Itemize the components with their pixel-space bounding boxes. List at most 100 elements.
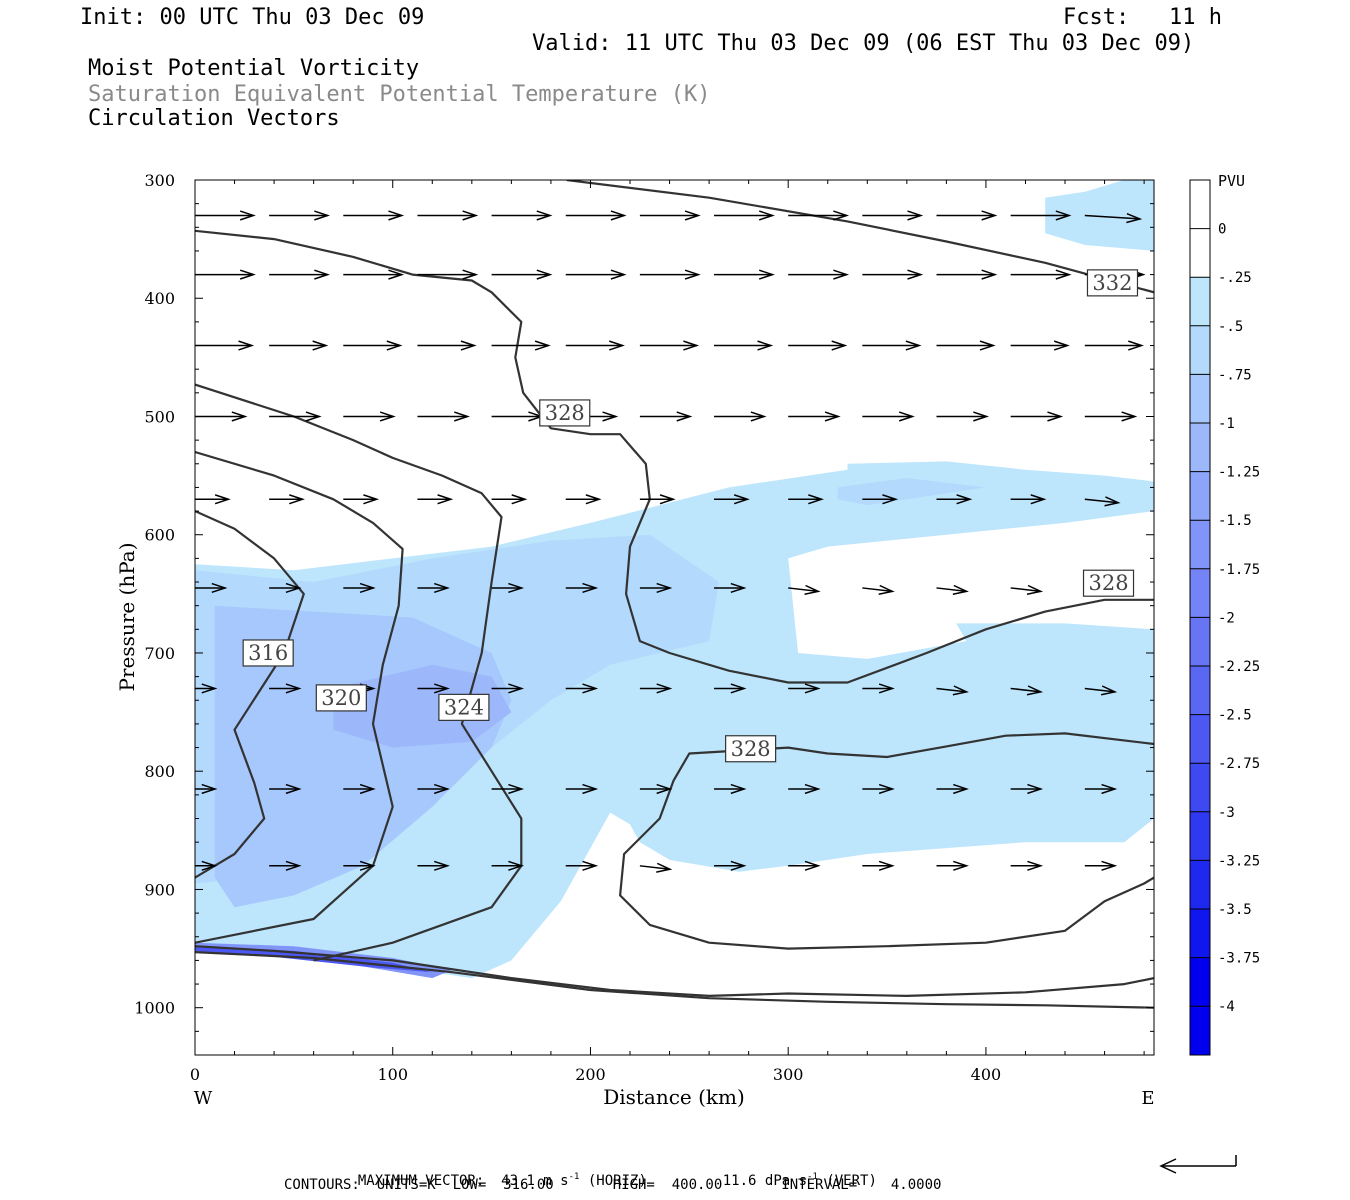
pv-shade-region-1 (1045, 180, 1154, 251)
circulation-vector (862, 340, 922, 351)
circulation-vector (862, 860, 895, 871)
circulation-vector (417, 494, 454, 505)
circulation-vector (417, 683, 450, 694)
svg-text:328: 328 (1088, 571, 1128, 595)
circulation-vector (1084, 783, 1118, 795)
circulation-vector (936, 494, 973, 505)
max-vector-label: MAXIMUM VECTOR: (357, 1173, 485, 1189)
circulation-vector (1084, 496, 1121, 507)
circulation-vector (565, 783, 599, 795)
colorbar-label: -2.5 (1218, 708, 1252, 724)
circulation-vector (714, 340, 774, 351)
contour-label-316: 316 (242, 639, 294, 667)
init-time: Init: 00 UTC Thu 03 Dec 09 (80, 5, 425, 30)
colorbar-swatch (1190, 617, 1210, 667)
circulation-vector (491, 582, 525, 594)
y-axis-label: Pressure (hPa) (115, 543, 139, 692)
circulation-vector (491, 411, 545, 422)
circulation-vector (639, 494, 676, 505)
colorbar-unit: PVU (1218, 172, 1245, 190)
circulation-vector (714, 210, 775, 221)
plot-frame (194, 179, 1155, 1056)
x-tick-label: 300 (773, 1065, 804, 1084)
contour-label-328: 328 (725, 735, 777, 763)
circulation-vector (714, 411, 767, 422)
colorbar-swatch (1190, 763, 1210, 813)
colorbar-label: -1.25 (1218, 465, 1260, 481)
valid-time: Valid: 11 UTC Thu 03 Dec 09 (06 EST Thu … (532, 31, 1195, 56)
colorbar-swatch (1190, 811, 1210, 861)
circulation-vector (639, 783, 673, 795)
circulation-vector (639, 582, 673, 594)
circulation-vector (714, 783, 747, 795)
y-tick-label: 900 (144, 880, 175, 899)
circulation-vector (417, 860, 450, 871)
y-tick-label: 500 (144, 407, 175, 426)
circulation-vector (491, 269, 553, 280)
circulation-vector (343, 269, 405, 280)
colorbar-swatch (1190, 909, 1210, 959)
theta-es-contour-332-0 (566, 180, 1154, 294)
contour-label-324: 324 (438, 693, 490, 721)
circulation-vector (1010, 340, 1070, 351)
circulation-vector (788, 210, 850, 221)
circulation-vector (269, 269, 331, 280)
circulation-vector (1084, 411, 1138, 422)
circulation-vector (639, 683, 673, 694)
circulation-vector (714, 582, 747, 594)
circulation-vector (714, 494, 750, 505)
circulation-vector (565, 494, 602, 505)
colorbar-swatch (1190, 1006, 1210, 1056)
circulation-vector (936, 860, 969, 871)
circulation-vector (343, 860, 376, 871)
circulation-vector (936, 685, 969, 696)
colorbar-swatch (1190, 471, 1210, 521)
circulation-vector (269, 860, 302, 871)
circulation-vector (862, 683, 895, 694)
circulation-vector (714, 860, 747, 871)
circulation-vector (1010, 685, 1044, 696)
circulation-vector (343, 210, 405, 221)
circulation-vector (862, 783, 895, 795)
circulation-vector (936, 340, 996, 351)
circulation-vector (195, 683, 218, 694)
x-tick-label: 100 (377, 1065, 408, 1084)
pv-shade-region-8 (195, 946, 433, 973)
x-tick-label: 400 (971, 1065, 1002, 1084)
axes: 300 400 500 600 700 800 900 1000 0 100 200 300 400 (134, 171, 1154, 1084)
circulation-vector (1010, 860, 1044, 871)
circulation-vector (195, 582, 228, 594)
x-axis-label: Distance (km) (603, 1085, 745, 1109)
y-tick-label: 300 (144, 171, 175, 190)
pv-colorbar: 0 -.25 -.5 -.75 -1 -1.25 -1.5 -1.75 -2 -2.25 -2.5 -… (1189, 179, 1260, 1056)
theta-es-contour-328-2 (195, 383, 523, 962)
circulation-vector (788, 783, 821, 795)
circulation-vector (1010, 584, 1044, 595)
circulation-vector (1084, 340, 1144, 351)
circulation-vector (714, 683, 747, 694)
max-vector-vert-value: 11.6 dPa s (722, 1173, 808, 1189)
colorbar-label: -3 (1218, 805, 1235, 821)
colorbar-label: -3.75 (1218, 951, 1260, 967)
circulation-vector (788, 860, 821, 871)
colorbar-label: -1.5 (1218, 513, 1252, 529)
circulation-vector (1084, 685, 1118, 696)
circulation-vector (936, 411, 989, 422)
x-tick-label: 0 (190, 1065, 200, 1084)
circulation-vector (862, 411, 915, 422)
circulation-vector (1084, 860, 1118, 871)
colorbar-swatch (1190, 180, 1210, 230)
contour-label-328: 328 (1082, 569, 1135, 597)
theta-es-contour-320-4 (195, 510, 305, 879)
circulation-vector (269, 683, 302, 694)
circulation-vector (417, 783, 450, 795)
field-title-pv: Moist Potential Vorticity (88, 56, 420, 81)
circulation-vector (195, 210, 256, 221)
circulation-vector (565, 340, 625, 351)
theta-es-contour-324-3 (195, 450, 404, 944)
y-tick-label: 700 (144, 644, 175, 663)
theta-es-contours (195, 180, 1154, 1009)
pv-shade-region-6 (333, 664, 512, 748)
y-tick-label: 1000 (134, 999, 175, 1018)
